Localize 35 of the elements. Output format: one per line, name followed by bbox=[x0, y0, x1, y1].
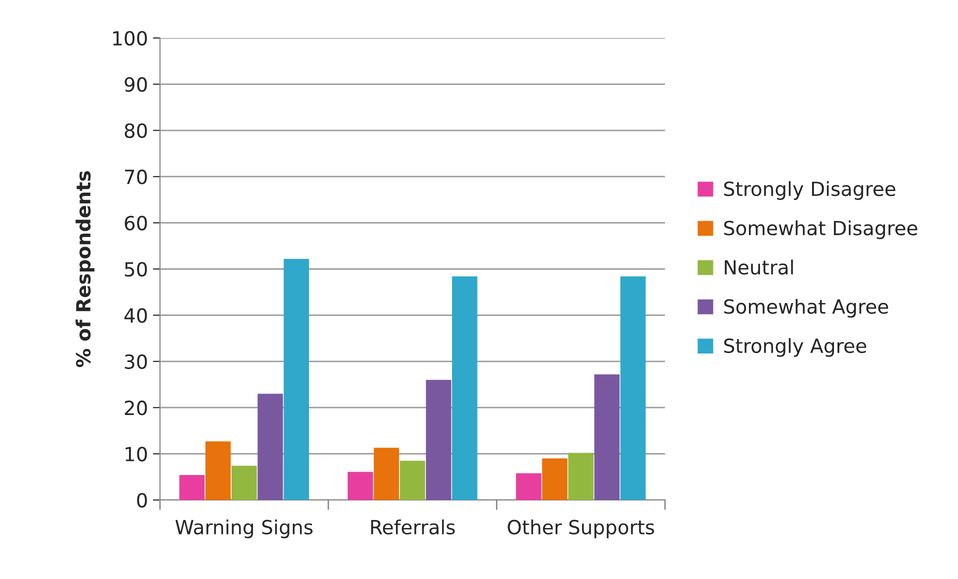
bar bbox=[426, 380, 452, 500]
bar bbox=[205, 441, 231, 500]
x-tick-label: Referrals bbox=[371, 519, 455, 534]
bar bbox=[594, 374, 620, 500]
y-tick-label: 10 bbox=[126, 446, 147, 462]
bar bbox=[452, 276, 478, 500]
x-tick-label: Warning Signs bbox=[175, 519, 313, 538]
legend-label: Neutral bbox=[724, 260, 793, 275]
y-tick-label: 30 bbox=[124, 354, 147, 370]
bar bbox=[542, 458, 568, 500]
bar bbox=[400, 460, 426, 500]
y-tick-label: 100 bbox=[113, 30, 147, 46]
bar bbox=[374, 448, 400, 500]
bar bbox=[258, 394, 283, 500]
x-tick-label: Other Supports bbox=[508, 519, 654, 538]
y-tick-label: 60 bbox=[124, 216, 147, 230]
y-tick-label: 70 bbox=[125, 170, 147, 184]
y-tick-label: 90 bbox=[124, 77, 147, 92]
legend-label: Strongly Disagree bbox=[724, 181, 896, 200]
y-tick-label: 20 bbox=[124, 400, 147, 416]
bar bbox=[568, 452, 594, 500]
bar bbox=[179, 475, 205, 500]
legend-label: Somewhat Agree bbox=[724, 298, 888, 318]
y-tick-label: 80 bbox=[124, 123, 147, 138]
y-tick-label: 0 bbox=[137, 492, 147, 508]
y-axis-title: % of Respondents bbox=[76, 171, 94, 368]
y-tick-label: 50 bbox=[124, 262, 147, 277]
legend-label: Strongly Agree bbox=[724, 338, 866, 357]
y-tick-label: 40 bbox=[124, 308, 147, 323]
bar bbox=[620, 276, 646, 500]
bar bbox=[284, 258, 310, 500]
bar bbox=[232, 466, 257, 500]
bar bbox=[516, 473, 542, 500]
bar bbox=[348, 472, 373, 500]
legend-label: Somewhat Disagree bbox=[724, 220, 918, 240]
